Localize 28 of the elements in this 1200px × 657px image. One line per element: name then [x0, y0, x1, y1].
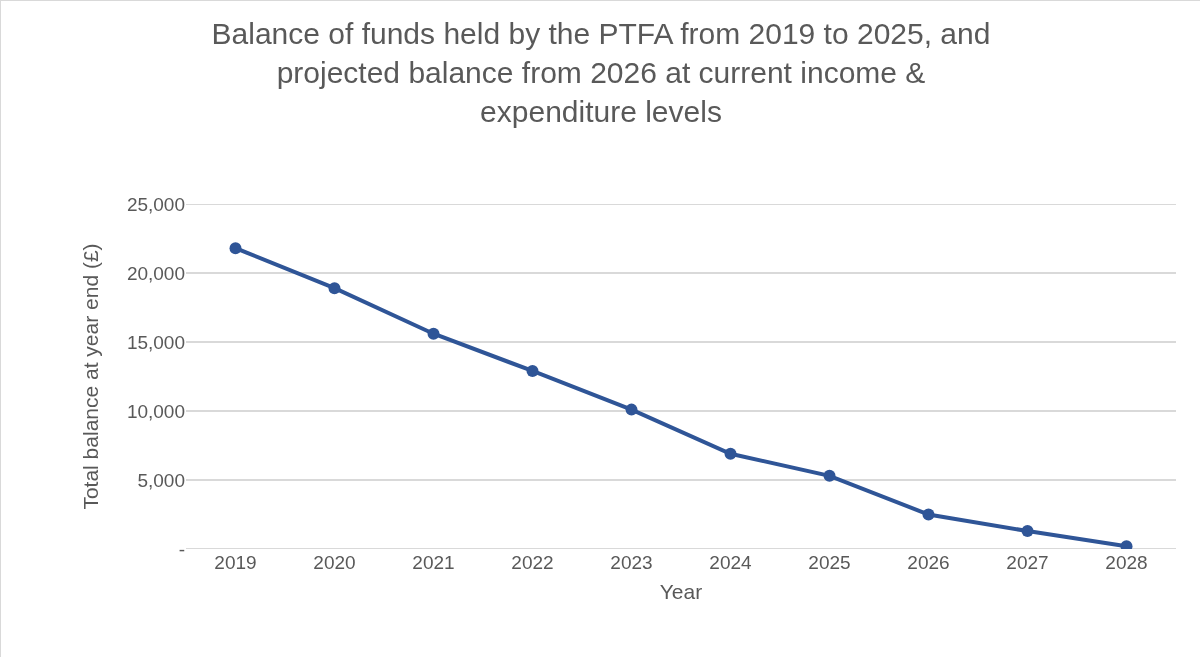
x-tick-label: 2024 [709, 552, 753, 573]
point [922, 508, 935, 521]
y-tick-label: 15,000 [126, 331, 185, 353]
point [724, 447, 737, 460]
x-tick-label: 2022 [511, 552, 554, 573]
x-tick-label: 2020 [313, 552, 356, 573]
y-tick-label: 20,000 [126, 262, 185, 284]
x-tick-label: 2026 [907, 552, 950, 573]
x-tick-label: 2019 [214, 552, 257, 573]
y-tick-label: - [178, 538, 185, 560]
x-tick-label: 2027 [1006, 552, 1049, 573]
point [328, 282, 341, 295]
point [1021, 525, 1034, 538]
x-axis-title: Year [659, 580, 703, 604]
point [625, 403, 638, 416]
x-tick-label: 2025 [808, 552, 851, 573]
y-tick-label: 5,000 [137, 469, 185, 491]
point [823, 469, 836, 482]
x-tick-label: 2021 [412, 552, 455, 573]
point [526, 364, 539, 377]
point [427, 327, 440, 340]
x-tick-label: 2023 [610, 552, 653, 573]
y-axis-title: Total balance at year end (£) [79, 243, 103, 510]
y-tick-label: 25,000 [126, 193, 185, 215]
chart-title: Balance of funds held by the PTFA from 2019 to 2025, and projected balance from 2026 at current income & expenditure levels [211, 16, 991, 128]
y-tick-label: 10,000 [126, 400, 185, 422]
point [229, 242, 242, 255]
x-tick-label: 2028 [1105, 552, 1148, 573]
